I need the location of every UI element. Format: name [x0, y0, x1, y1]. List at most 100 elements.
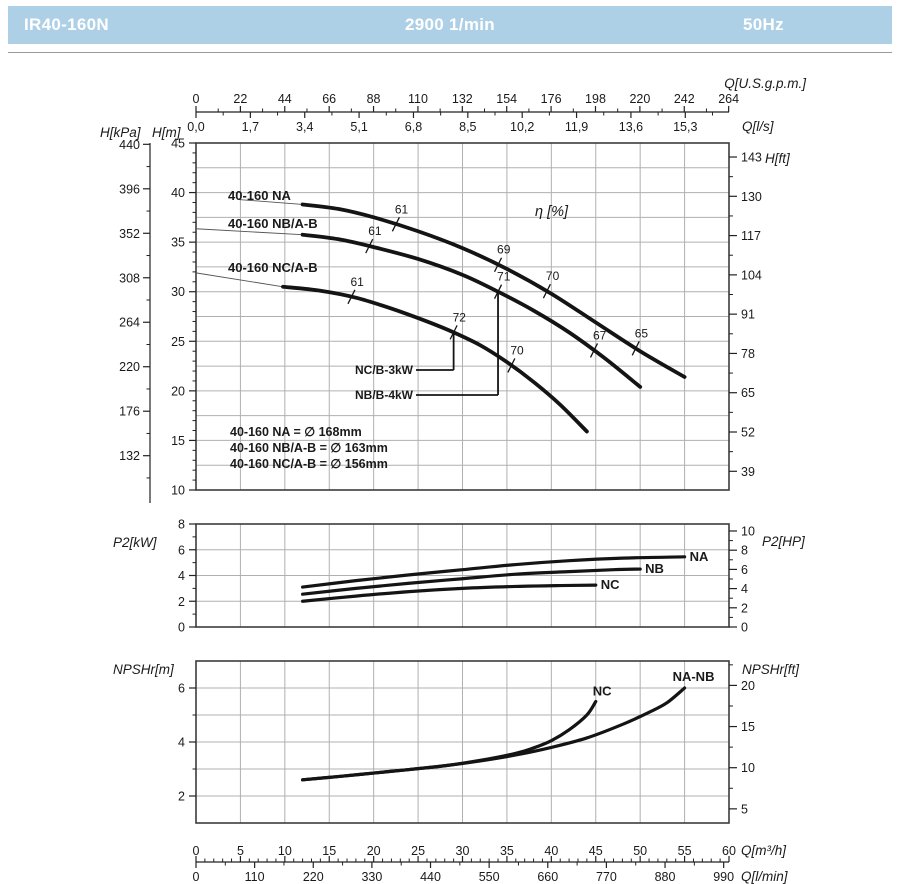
m3h-tick-label: 40 [544, 844, 558, 858]
p2hp-axis-title: P2[HP] [762, 534, 806, 549]
lmin-tick-label: 110 [245, 870, 265, 884]
hft-tick-label: 65 [741, 386, 755, 400]
gpm-tick-label: 264 [718, 92, 739, 106]
eta-marker-label: 70 [546, 269, 560, 283]
gpm-tick-label: 198 [585, 92, 606, 106]
gpm-tick-label: 132 [452, 92, 473, 106]
hm-tick-label: 20 [171, 384, 185, 398]
hft-tick-label: 91 [741, 308, 755, 322]
hp-tick-label: 10 [741, 524, 755, 538]
eta-marker-label: 61 [368, 224, 382, 238]
npsh-curve-NA-NB [301, 686, 687, 782]
ls-tick-label: 8,5 [459, 120, 476, 134]
hq-hgrid [196, 167, 729, 466]
kw-tick-label: 0 [178, 621, 185, 635]
ls-tick-label: 10,2 [510, 120, 534, 134]
power-limit-label: NB/B-4kW [355, 388, 414, 402]
npsh-curve-NC [301, 699, 598, 782]
p2-curve-label: NB [645, 561, 664, 576]
hft-tick-label: 117 [741, 229, 761, 243]
header-divider [8, 52, 892, 53]
ls-tick-label: 13,6 [619, 120, 643, 134]
qlmin-axis-title: Q[l/min] [741, 869, 789, 884]
lmin-tick-label: 880 [655, 870, 676, 884]
m3h-tick-label: 20 [367, 844, 381, 858]
hq-right-axis: 143 130 117 104 91 78 65 52 39 H[ft] [729, 151, 791, 479]
eta-marker-label: 69 [497, 243, 511, 257]
ls-tick-label: 15,3 [673, 120, 697, 134]
hkpa-axis-title: H[kPa] [100, 125, 142, 140]
p2-axes: 8 6 4 2 0 10 8 6 4 2 0 P2[kW] P2[HP] [113, 518, 806, 635]
hp-tick-label: 2 [741, 601, 748, 615]
p2-curve-label: NC [601, 577, 620, 592]
gpm-tick-label: 110 [408, 92, 428, 106]
eta-marker-label: 61 [350, 275, 364, 289]
hq-curve-label: 40-160 NA [228, 188, 291, 203]
m3h-tick-label: 30 [456, 844, 470, 858]
p2-curve-NC [301, 583, 598, 603]
hft-tick-label: 39 [741, 465, 755, 479]
m3h-tick-label: 15 [322, 844, 336, 858]
hm-tick-label: 15 [171, 434, 185, 448]
power-limit-label: NC/B-3kW [355, 363, 414, 377]
gpm-tick-label: 88 [367, 92, 381, 106]
m3h-tick-label: 45 [589, 844, 603, 858]
eta-marker-label: 65 [635, 326, 649, 340]
ls-tick-label: 6,8 [405, 120, 422, 134]
eta-marker-label: 61 [395, 202, 409, 216]
hp-tick-label: 8 [741, 544, 748, 558]
kw-tick-label: 4 [178, 569, 185, 583]
hm-tick-label: 10 [171, 484, 185, 498]
m3h-tick-label: 60 [722, 844, 736, 858]
bottom-flow-axis: 0 5 10 15 20 25 30 35 40 45 50 55 60 0 110 220 330 440 550… [193, 843, 789, 884]
hm-tick-label: 40 [171, 186, 185, 200]
eta-axis-title: η [%] [535, 204, 569, 220]
p2-hgrid [196, 549, 729, 602]
hq-curve-40-160NBA-B [300, 232, 643, 389]
hp-tick-label: 0 [741, 621, 748, 635]
diameter-legend-line: 40-160 NB/A-B = ∅ 163mm [230, 441, 388, 455]
leader-line-40-160NBA-B [195, 228, 303, 236]
npsh-curve-label: NA-NB [673, 669, 715, 684]
kw-tick-label: 6 [178, 543, 185, 557]
hq-frame [195, 142, 730, 491]
eta-marker-label: 70 [510, 343, 524, 357]
m3h-tick-label: 0 [193, 844, 200, 858]
lmin-tick-label: 990 [713, 870, 734, 884]
m3h-tick-label: 50 [633, 844, 647, 858]
npsh-axes: 6 4 2 20 15 10 5 NPSHr[m] NPSHr[ft] [113, 662, 800, 816]
lmin-tick-label: 550 [479, 870, 500, 884]
npshm-axis-title: NPSHr[m] [113, 662, 175, 677]
pump-speed: 2900 1/min [405, 15, 495, 34]
hft-tick-label: 52 [741, 426, 755, 440]
m3h-tick-label: 55 [678, 844, 692, 858]
gpm-tick-label: 176 [541, 92, 562, 106]
npshft-tick-label: 5 [741, 802, 748, 816]
eta-marker-label: 72 [453, 310, 467, 324]
kpa-tick-label: 264 [119, 316, 140, 330]
top-flow-axis: 0 22 44 66 88 110 132 154 176 198 220 242 264 0,0 1,7 3… [187, 76, 807, 134]
npshft-tick-label: 20 [741, 679, 755, 693]
npshft-axis-title: NPSHr[ft] [742, 662, 800, 677]
npsh-curve-label: NC [593, 684, 612, 699]
lmin-tick-label: 220 [303, 870, 324, 884]
ls-tick-label: 3,4 [296, 120, 313, 134]
ls-tick-label: 5,1 [350, 120, 367, 134]
hp-tick-label: 4 [741, 582, 748, 596]
lmin-tick-label: 770 [596, 870, 617, 884]
kpa-tick-label: 176 [119, 405, 140, 419]
hm-tick-label: 30 [171, 285, 185, 299]
kw-tick-label: 8 [178, 518, 185, 532]
gpm-axis-title: Q[U.S.g.p.m.] [724, 76, 807, 91]
kpa-tick-label: 308 [119, 271, 140, 285]
pump-model: IR40-160N [24, 15, 109, 34]
p2kw-axis-title: P2[kW] [113, 535, 158, 550]
hm-tick-label: 35 [171, 236, 185, 250]
pump-frequency: 50Hz [743, 15, 784, 34]
kpa-tick-label: 220 [119, 360, 140, 374]
hq-diameter-legend: 40-160 NA = ∅ 168mm 40-160 NB/A-B = ∅ 163… [230, 425, 388, 471]
gpm-tick-label: 0 [193, 92, 200, 106]
hm-tick-label: 45 [171, 137, 185, 151]
